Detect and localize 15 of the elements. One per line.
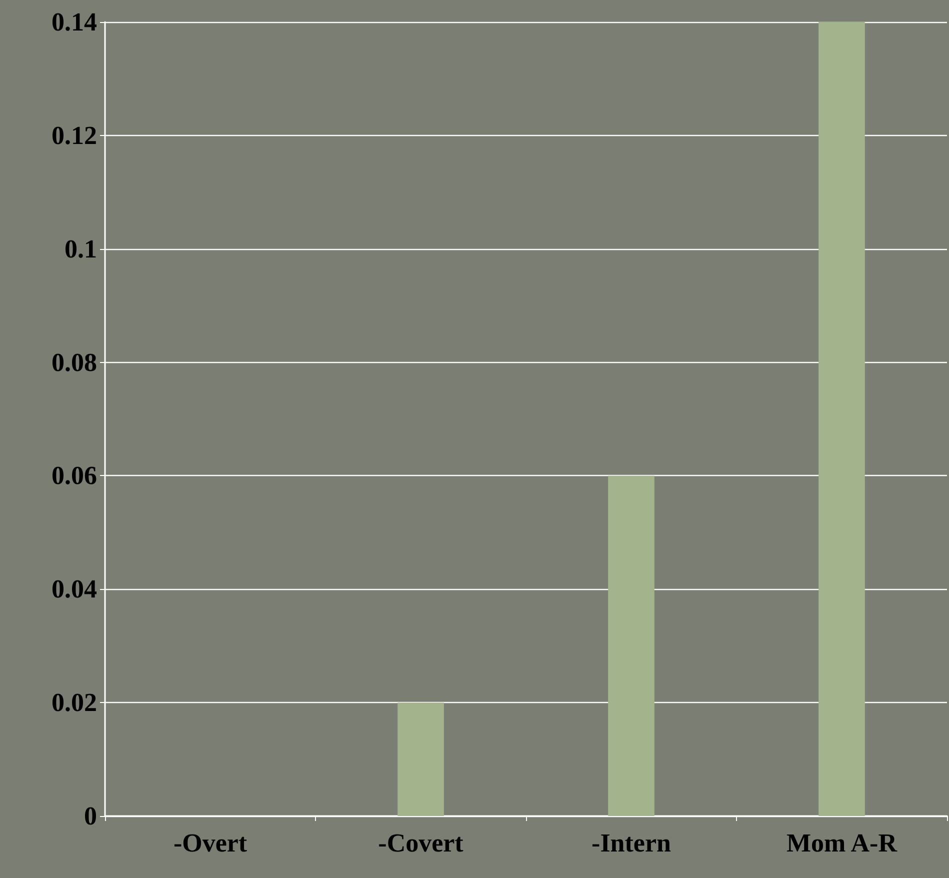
y-tick-label: 0.1 — [64, 234, 97, 264]
x-tick-label: -Covert — [378, 828, 464, 858]
y-tick-label: 0.14 — [52, 8, 97, 36]
y-tick-label: 0.02 — [52, 688, 97, 718]
y-tick-label: 0.06 — [52, 461, 97, 490]
y-tick-label: 0.04 — [52, 574, 97, 604]
y-tick-label: 0.12 — [52, 120, 97, 150]
x-tick-label: Mom A-R — [786, 828, 898, 858]
x-tick-label: -Intern — [592, 828, 672, 858]
bar — [818, 22, 865, 816]
y-tick-label: 0.08 — [52, 348, 97, 377]
bar — [608, 476, 654, 816]
x-tick-label: -Overt — [173, 828, 248, 858]
y-tick-label: 0 — [84, 802, 97, 830]
bar — [398, 702, 444, 816]
